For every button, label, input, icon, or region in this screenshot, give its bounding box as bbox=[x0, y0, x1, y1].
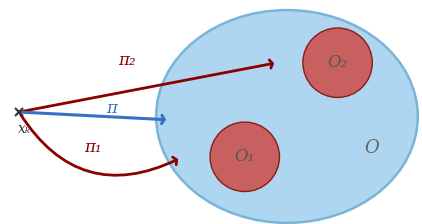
Ellipse shape bbox=[303, 28, 372, 97]
Text: xₖ: xₖ bbox=[18, 122, 31, 136]
Text: π₂: π₂ bbox=[118, 52, 135, 69]
Text: O₂: O₂ bbox=[327, 54, 348, 71]
Text: O₁: O₁ bbox=[235, 148, 255, 165]
Text: π: π bbox=[106, 100, 117, 117]
Text: O: O bbox=[364, 139, 379, 157]
Ellipse shape bbox=[156, 10, 418, 223]
Text: π₁: π₁ bbox=[84, 139, 102, 156]
Ellipse shape bbox=[210, 122, 279, 192]
